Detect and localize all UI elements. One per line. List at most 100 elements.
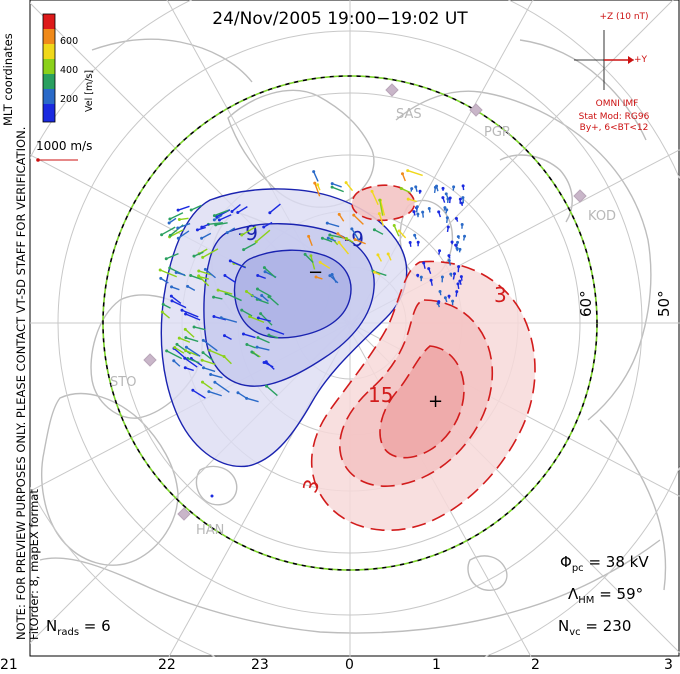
velocity-vectors [158,169,467,498]
vector-origin [337,212,341,216]
imf-z-label: +Z (10 nT) [599,12,649,22]
colorbar-segment [43,29,55,44]
vector-origin [370,189,374,193]
vector-origin [183,327,187,331]
vector-origin [372,270,376,274]
vector-origin [461,196,465,200]
vector-origin [183,366,187,370]
mlt-label-23: 23 [251,657,269,673]
vector-origin [207,390,211,394]
vector-origin [242,248,246,252]
vector-origin [463,234,467,238]
vector-origin [236,391,240,395]
velocity-vector [185,349,199,357]
plot-frame [29,0,680,657]
vector-origin [245,396,249,400]
velocity-vector [190,274,204,281]
vector-origin [209,372,213,376]
velocity-vector [224,274,236,283]
vector-origin [223,334,227,338]
vector-origin [263,270,267,274]
velocity-vector [257,298,269,305]
vector-origin [458,279,462,283]
velocity-vector [185,337,199,343]
vector-origin [256,316,260,320]
vector-origin [416,240,420,244]
stat-nrads: Nrads = 6 [46,617,111,638]
vector-origin [177,218,181,222]
vector-origin [159,276,163,280]
vector-origin [316,183,320,187]
site-label-han: HAN [196,523,224,538]
velocity-vector [345,182,354,192]
vector-origin [458,197,462,201]
vector-origin [266,326,270,330]
velocity-vector [173,347,185,358]
stat-phi-pc: Φpc = 38 kV [560,553,649,574]
vector-origin [197,274,201,278]
velocity-vector [208,390,222,397]
velocity-vector [202,352,214,361]
velocity-vector [379,199,384,216]
vector-origin [408,241,412,245]
cb-tick-600: 600 [60,36,79,47]
vector-origin [200,236,204,240]
velocity-vector [304,253,314,263]
velocity-vector [314,182,321,197]
vector-origin [400,172,404,176]
radar-sites [143,83,587,521]
vector-origin [176,208,180,212]
vector-origin [416,273,420,277]
velocity-vector [223,355,232,365]
vector-origin [386,252,390,256]
velocity-vector [221,317,238,323]
vector-origin [208,348,212,352]
vector-origin [438,249,442,253]
vector-origin [169,294,173,298]
vector-origin [241,332,245,336]
vector-origin [454,243,458,247]
vector-origin [260,293,264,297]
vector-origin [418,189,422,193]
map-title: 24/Nov/2005 19:00−19:02 UT [212,9,468,29]
vector-origin [158,268,162,272]
vector-origin [458,247,462,251]
velocity-vector [313,171,319,182]
vector-origin [451,299,455,303]
vector-origin [219,316,223,320]
vector-origin [244,289,248,293]
velocity-vector [186,346,201,357]
fit-order: FitOrder: 8, mapEX format [27,489,41,640]
vector-origin [168,217,172,221]
vector-origin [212,214,216,218]
vector-origin [313,181,317,185]
site-marker-kod [573,189,587,203]
vector-origin [443,296,447,300]
vector-origin [192,254,196,258]
lat-label-50: 50° [655,290,673,317]
velocity-vector [202,339,218,352]
vector-origin [350,227,354,231]
vector-origin [456,282,460,286]
vector-origin [376,253,380,257]
site-label-sto: STO [110,375,136,390]
vector-origin [377,212,381,216]
vector-origin [262,266,266,270]
vector-origin [372,228,376,232]
vector-origin [456,240,460,244]
neg-label-a: -9 [238,221,258,245]
vector-origin [328,274,332,278]
vector-origin [189,274,193,278]
vector-origin [262,225,266,229]
velocity-vector [266,385,278,397]
vector-origin [259,312,263,316]
pos-label-a: 3 [494,283,507,307]
vector-origin [161,302,165,306]
vector-origin [160,233,164,237]
velocity-vector [174,346,185,354]
vector-origin [250,350,254,354]
mlt-label-2: 2 [531,657,540,673]
stat-nrads-value: 6 [101,617,111,635]
vector-origin [265,384,269,388]
